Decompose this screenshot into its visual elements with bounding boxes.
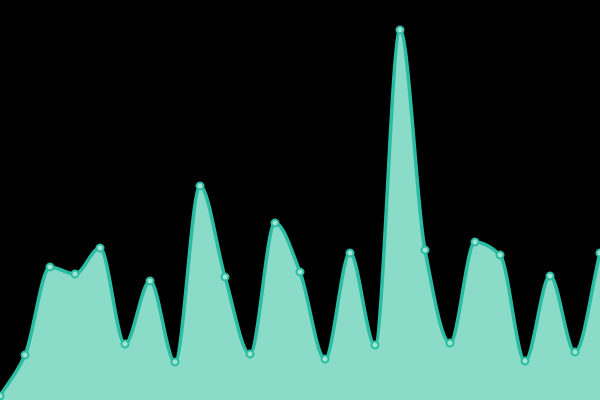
data-point-marker bbox=[170, 357, 180, 367]
area-fill bbox=[0, 30, 600, 400]
data-point-marker bbox=[120, 339, 130, 349]
data-point-marker bbox=[395, 25, 405, 35]
data-point-marker bbox=[270, 218, 280, 228]
data-point-marker bbox=[570, 347, 580, 357]
data-point-marker bbox=[595, 248, 600, 258]
data-point-marker bbox=[95, 243, 105, 253]
data-point-marker bbox=[545, 271, 555, 281]
data-point-marker bbox=[495, 250, 505, 260]
data-point-marker bbox=[470, 237, 480, 247]
data-point-marker bbox=[245, 349, 255, 359]
data-point-marker bbox=[295, 267, 305, 277]
data-point-marker bbox=[420, 245, 430, 255]
data-point-marker bbox=[145, 276, 155, 286]
data-point-marker bbox=[445, 338, 455, 348]
data-point-marker bbox=[220, 272, 230, 282]
data-point-markers bbox=[0, 25, 600, 400]
data-point-marker bbox=[370, 340, 380, 350]
data-point-marker bbox=[20, 350, 30, 360]
data-point-marker bbox=[70, 269, 80, 279]
data-point-marker bbox=[320, 354, 330, 364]
data-point-marker bbox=[520, 356, 530, 366]
data-point-marker bbox=[195, 181, 205, 191]
data-point-marker bbox=[345, 248, 355, 258]
data-point-marker bbox=[45, 262, 55, 272]
data-point-marker bbox=[0, 391, 5, 400]
